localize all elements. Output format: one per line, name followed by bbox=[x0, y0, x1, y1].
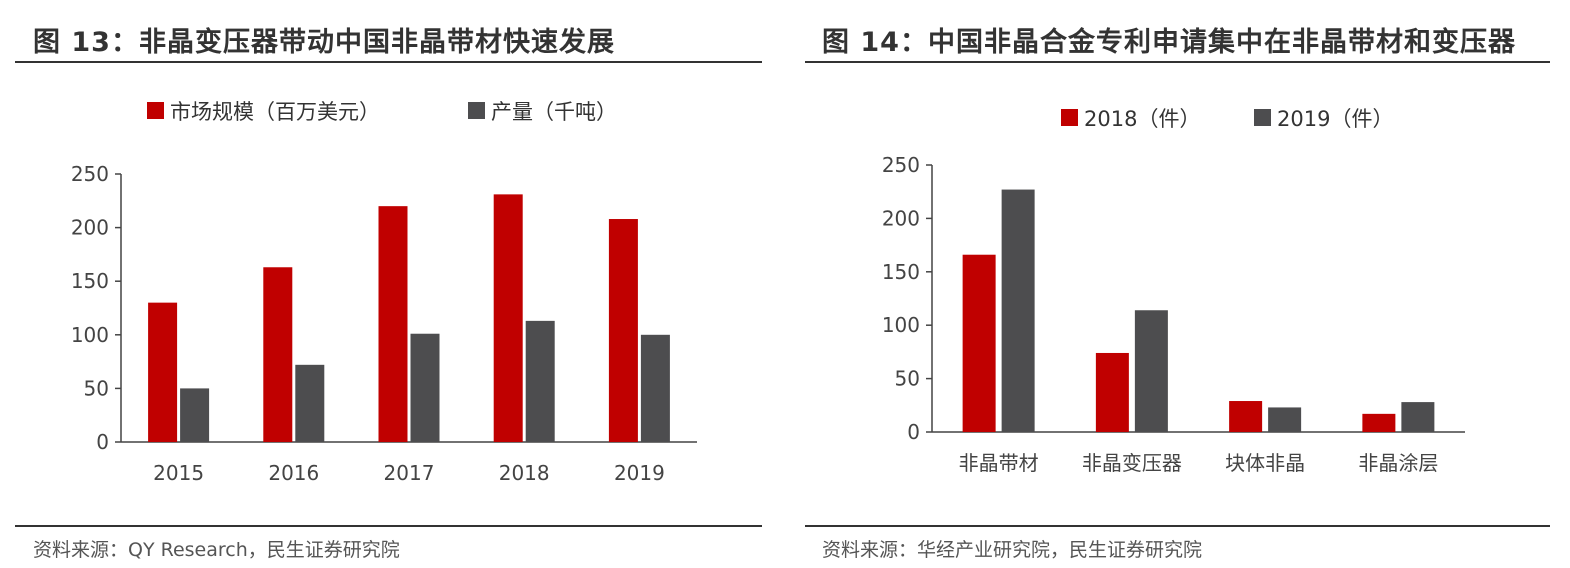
bar-chart-right: 0 50 100 150 200 250 非晶带材 非晶变压器 块体非晶 非晶涂层 2018（件） 2… bbox=[882, 107, 1465, 475]
y-tick-label: 0 bbox=[907, 420, 920, 444]
y-tick-label: 250 bbox=[71, 162, 109, 186]
x-tick-label: 2018 bbox=[499, 461, 550, 485]
bar-series2 bbox=[525, 320, 555, 442]
legend-swatch bbox=[147, 102, 164, 119]
bar-series2 bbox=[1401, 402, 1435, 432]
legend-label: 产量（千吨） bbox=[491, 100, 617, 124]
legend-swatch bbox=[1061, 109, 1078, 126]
bar-series1 bbox=[608, 219, 638, 442]
y-tick-label: 150 bbox=[882, 260, 920, 284]
y-tick-label: 250 bbox=[882, 153, 920, 177]
chart-panel-left: 图 13：非晶变压器带动中国非晶带材快速发展 0 50 100 150 200 250 20… bbox=[15, 27, 762, 561]
bar-series1 bbox=[962, 254, 996, 432]
bar-series1 bbox=[1362, 413, 1396, 432]
y-tick-label: 100 bbox=[882, 313, 920, 337]
bar-series1 bbox=[378, 206, 408, 442]
source-rule-left bbox=[15, 525, 762, 527]
chart-panel-right: 图 14：中国非晶合金专利申请集中在非晶带材和变压器 0 50 100 150 200 2… bbox=[785, 0, 1570, 568]
x-tick-label: 2017 bbox=[384, 461, 435, 485]
bar-series2 bbox=[1001, 189, 1035, 432]
legend-swatch bbox=[468, 102, 485, 119]
bar-series2 bbox=[410, 333, 440, 442]
x-tick-label: 非晶涂层 bbox=[1358, 451, 1438, 475]
x-tick-label: 2019 bbox=[614, 461, 665, 485]
x-tick-label: 非晶变压器 bbox=[1082, 451, 1182, 475]
bar-series1 bbox=[148, 302, 178, 442]
x-tick-label: 2016 bbox=[268, 461, 319, 485]
chart-title-left: 图 13：非晶变压器带动中国非晶带材快速发展 bbox=[33, 27, 615, 58]
bar-series2 bbox=[180, 388, 210, 442]
x-tick-label: 2015 bbox=[153, 461, 204, 485]
title-rule-left bbox=[15, 61, 762, 63]
bar-series1 bbox=[493, 194, 523, 442]
y-tick-label: 200 bbox=[882, 206, 920, 230]
legend-label: 2018（件） bbox=[1084, 107, 1200, 131]
legend-label: 2019（件） bbox=[1277, 107, 1393, 131]
source-note-right: 资料来源：华经产业研究院，民生证券研究院 bbox=[822, 539, 1203, 561]
source-note-left: 资料来源：QY Research，民生证券研究院 bbox=[33, 539, 400, 561]
bar-series2 bbox=[640, 334, 670, 442]
source-rule-right bbox=[805, 525, 1550, 527]
y-tick-label: 50 bbox=[84, 376, 109, 400]
legend-label: 市场规模（百万美元） bbox=[170, 100, 380, 124]
bar-series1 bbox=[263, 267, 293, 442]
bar-series2 bbox=[1268, 407, 1302, 432]
y-tick-label: 150 bbox=[71, 269, 109, 293]
title-rule-right bbox=[805, 61, 1550, 63]
bar-series2 bbox=[1134, 310, 1168, 432]
legend-swatch bbox=[1254, 109, 1271, 126]
y-tick-label: 200 bbox=[71, 216, 109, 240]
bar-series1 bbox=[1095, 352, 1129, 432]
bar-chart-left: 0 50 100 150 200 250 2015 2016 2017 2018 2019 市场规模（… bbox=[71, 100, 697, 485]
y-tick-label: 50 bbox=[895, 367, 920, 391]
bar-series1 bbox=[1229, 401, 1263, 432]
bar-series2 bbox=[295, 364, 325, 442]
x-tick-label: 块体非晶 bbox=[1225, 451, 1305, 475]
chart-title-right: 图 14：中国非晶合金专利申请集中在非晶带材和变压器 bbox=[822, 27, 1516, 58]
x-tick-label: 非晶带材 bbox=[959, 451, 1039, 475]
y-tick-label: 0 bbox=[96, 430, 109, 454]
y-tick-label: 100 bbox=[71, 323, 109, 347]
